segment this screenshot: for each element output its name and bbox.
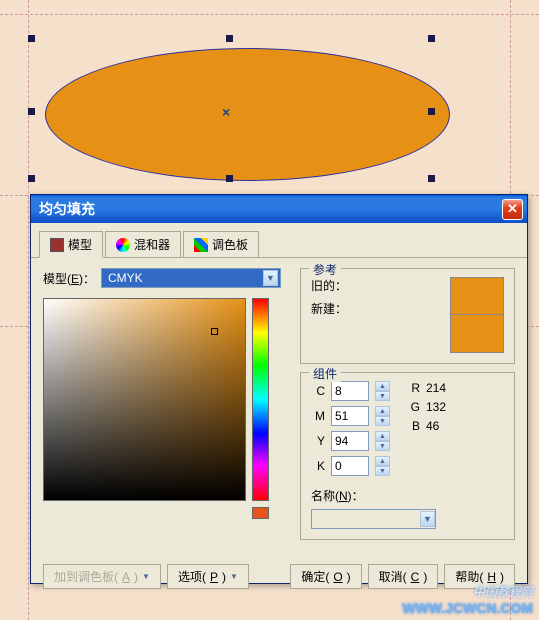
- selection-handle[interactable]: [226, 175, 233, 182]
- new-color-swatch[interactable]: [450, 315, 504, 353]
- selection-handle[interactable]: [428, 35, 435, 42]
- hue-slider[interactable]: [252, 298, 269, 501]
- g-value: 132: [426, 400, 446, 414]
- ellipse-center-icon: ×: [222, 104, 230, 120]
- spinner[interactable]: ▲▼: [375, 406, 390, 426]
- chevron-down-icon: ▼: [142, 572, 150, 581]
- guide-v: [28, 0, 29, 620]
- tab-label: 调色板: [212, 236, 248, 253]
- c-label: C: [311, 384, 325, 398]
- color-picker[interactable]: [43, 298, 246, 501]
- options-button[interactable]: 选项(P) ▼: [167, 564, 249, 589]
- uniform-fill-dialog: 均匀填充 ✕ 模型 混和器 调色板 模型(E)： CMYK ▼: [30, 194, 528, 584]
- k-label: K: [311, 459, 325, 473]
- fieldset-legend: 组件: [309, 365, 341, 382]
- c-input[interactable]: [331, 381, 369, 401]
- hue-current: [252, 507, 269, 519]
- spinner[interactable]: ▲▼: [375, 431, 390, 451]
- selection-handle[interactable]: [226, 35, 233, 42]
- r-value: 214: [426, 381, 446, 395]
- selection-handle[interactable]: [28, 175, 35, 182]
- model-select[interactable]: CMYK ▼: [101, 268, 281, 288]
- tab-mixer[interactable]: 混和器: [105, 231, 181, 257]
- ok-button[interactable]: 确定(O): [290, 564, 361, 589]
- spinner[interactable]: ▲▼: [375, 381, 390, 401]
- k-input[interactable]: [331, 456, 369, 476]
- name-label: 名称(N)：: [311, 487, 364, 504]
- b-value: 46: [426, 419, 439, 433]
- guide-h: [0, 14, 539, 15]
- chevron-down-icon: ▼: [263, 270, 278, 286]
- canvas-ellipse[interactable]: [45, 48, 450, 181]
- mixer-icon: [116, 238, 130, 252]
- selection-handle[interactable]: [428, 108, 435, 115]
- name-select[interactable]: ▼: [311, 509, 436, 529]
- r-label: R: [406, 381, 420, 395]
- tab-palette[interactable]: 调色板: [183, 231, 259, 257]
- add-to-palette-button[interactable]: 加到调色板(A) ▼: [43, 564, 161, 589]
- close-button[interactable]: ✕: [502, 199, 523, 220]
- tab-label: 混和器: [134, 236, 170, 253]
- fieldset-legend: 参考: [309, 261, 341, 278]
- tab-model[interactable]: 模型: [39, 231, 103, 258]
- model-label: 模型(E)：: [43, 270, 95, 287]
- reference-group: 参考 旧的： 新建：: [300, 268, 515, 364]
- old-label: 旧的：: [311, 277, 347, 294]
- new-label: 新建：: [311, 300, 347, 317]
- tabs: 模型 混和器 调色板: [31, 223, 527, 258]
- old-color-swatch[interactable]: [450, 277, 504, 315]
- selection-handle[interactable]: [28, 35, 35, 42]
- tab-label: 模型: [68, 236, 92, 253]
- selection-handle[interactable]: [428, 175, 435, 182]
- selection-handle[interactable]: [28, 108, 35, 115]
- chevron-down-icon: ▼: [420, 511, 435, 527]
- chevron-down-icon: ▼: [230, 572, 238, 581]
- m-label: M: [311, 409, 325, 423]
- y-label: Y: [311, 434, 325, 448]
- g-label: G: [406, 400, 420, 414]
- m-input[interactable]: [331, 406, 369, 426]
- titlebar[interactable]: 均匀填充 ✕: [31, 195, 527, 223]
- components-group: 组件 C▲▼ M▲▼ Y▲▼ K▲▼ R214 G132 B46 名称: [300, 372, 515, 540]
- y-input[interactable]: [331, 431, 369, 451]
- picker-marker[interactable]: [211, 328, 218, 335]
- dialog-title: 均匀填充: [39, 199, 502, 219]
- spinner[interactable]: ▲▼: [375, 456, 390, 476]
- model-icon: [50, 238, 64, 252]
- b-label: B: [406, 419, 420, 433]
- watermark: 中国教程网 WWW.JCWCN.COM: [402, 583, 533, 616]
- model-value: CMYK: [108, 271, 143, 285]
- palette-icon: [194, 238, 208, 252]
